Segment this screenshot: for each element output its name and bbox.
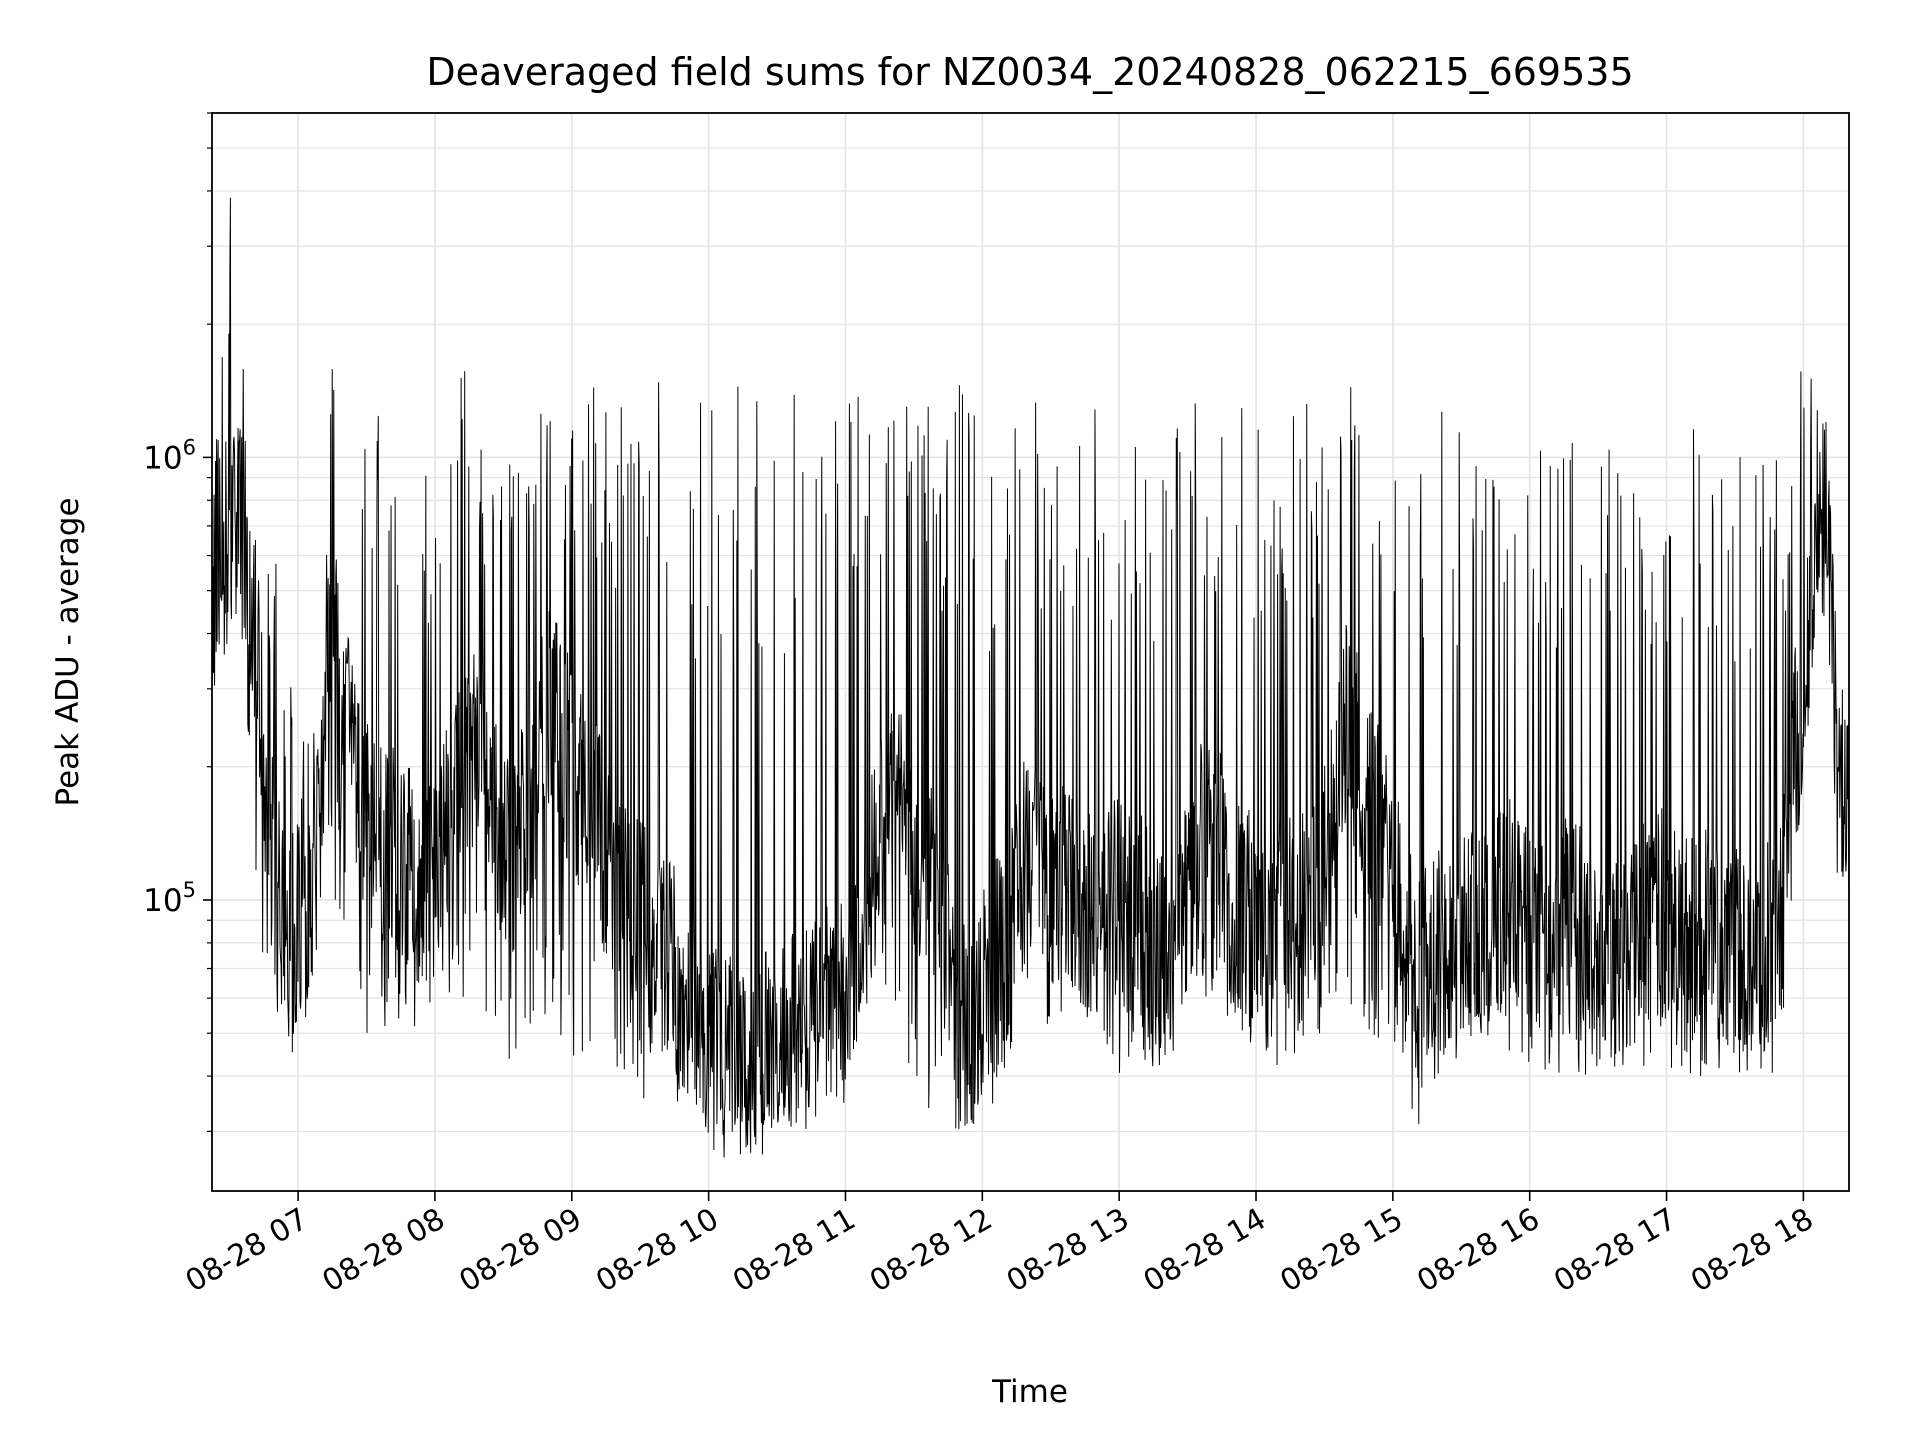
x-tick-label: 08-28 12	[864, 1202, 998, 1300]
y-minor-ticks	[203, 112, 212, 1132]
y-axis-label: Peak ADU - average	[50, 497, 86, 806]
x-axis-label: Time	[991, 1374, 1068, 1410]
x-tick-label: 08-28 08	[317, 1202, 451, 1300]
y-tick-label: 105	[143, 878, 196, 919]
series-line	[212, 197, 1849, 1158]
x-tick-label: 08-28 11	[727, 1202, 861, 1300]
x-tick-label: 08-28 15	[1275, 1202, 1409, 1300]
x-tick-label: 08-28 14	[1138, 1202, 1272, 1300]
y-axis: 105 106	[143, 435, 196, 919]
x-tick-label: 08-28 17	[1548, 1202, 1682, 1300]
plot-frame	[211, 112, 1850, 1192]
y-tick-label: 106	[143, 435, 196, 476]
x-tick-label: 08-28 09	[453, 1202, 587, 1300]
chart-title: Deaveraged field sums for NZ0034_2024082…	[426, 50, 1633, 94]
x-axis: 08-28 07 08-28 08 08-28 09 08-28 10 08-28 11…	[180, 1191, 1819, 1300]
x-tick-label: 08-28 18	[1685, 1202, 1819, 1300]
x-tick-label: 08-28 07	[180, 1202, 314, 1300]
x-tick-label: 08-28 10	[590, 1202, 724, 1300]
x-tick-label: 08-28 16	[1411, 1202, 1545, 1300]
x-tick-label: 08-28 13	[1001, 1202, 1135, 1300]
